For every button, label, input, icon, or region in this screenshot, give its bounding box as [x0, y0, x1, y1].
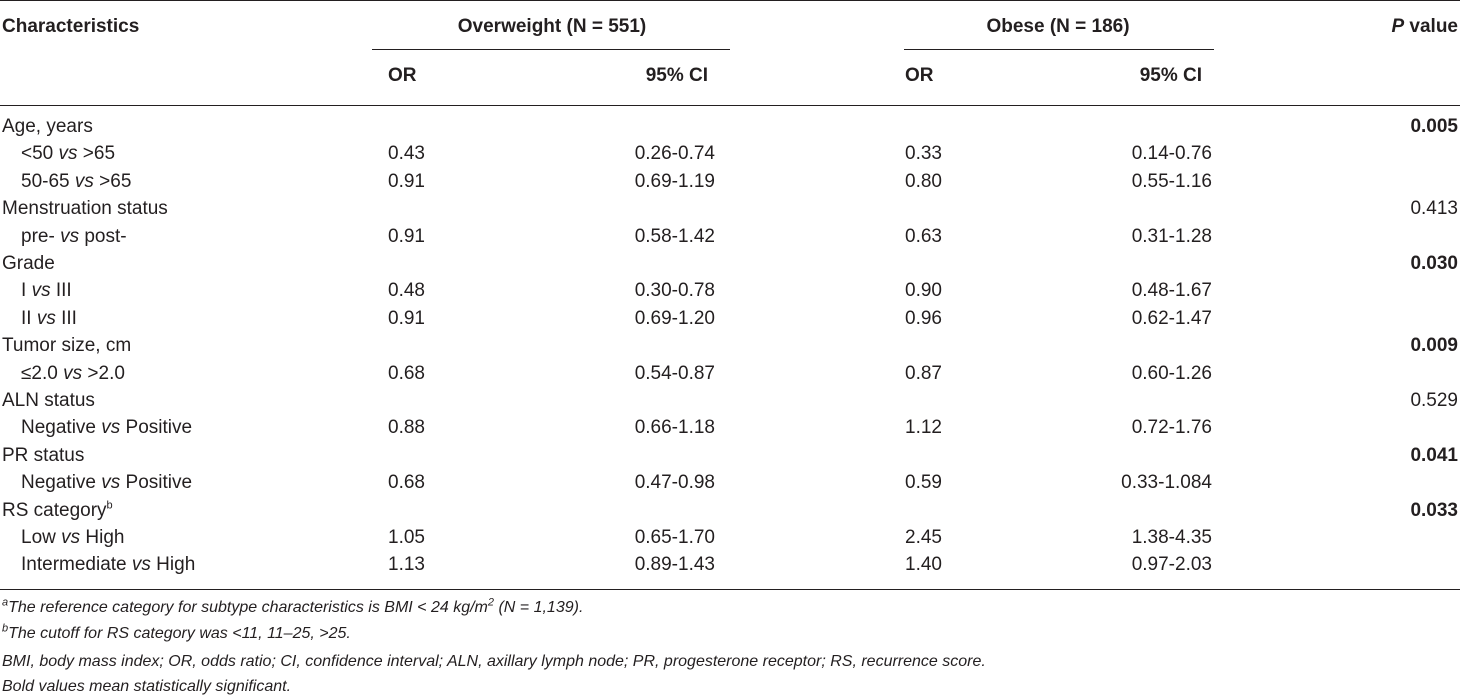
row-group-label: RS categoryb	[2, 499, 113, 521]
header-obese-or: OR	[905, 65, 934, 86]
row-comparison-label: 50-65 vs >65	[21, 170, 132, 192]
row-overweight-ci: 0.89-1.43	[634, 554, 715, 576]
overweight-span-rule	[372, 49, 730, 50]
row-overweight-or: 1.13	[388, 554, 425, 576]
header-overweight-or: OR	[388, 65, 417, 86]
row-p-value: 0.009	[1410, 335, 1458, 357]
row-comparison-label: pre- vs post-	[21, 225, 127, 247]
row-group-label: Age, years	[2, 116, 93, 137]
row-comparison-label: Low vs High	[21, 527, 125, 548]
row-obese-or: 0.59	[905, 472, 942, 494]
row-overweight-or: 0.48	[388, 280, 425, 302]
row-obese-or: 0.87	[905, 362, 942, 384]
row-p-value: 0.041	[1410, 444, 1458, 466]
row-overweight-ci: 0.26-0.74	[634, 143, 715, 165]
row-overweight-ci: 0.66-1.18	[634, 417, 715, 439]
row-obese-ci: 0.60-1.26	[1131, 362, 1212, 384]
row-overweight-ci: 0.30-0.78	[634, 280, 715, 302]
top-rule	[0, 0, 1460, 1]
row-obese-or: 0.80	[905, 170, 942, 192]
row-overweight-ci: 0.69-1.19	[634, 170, 715, 192]
row-obese-ci: 0.55-1.16	[1131, 170, 1212, 192]
row-overweight-ci: 0.54-0.87	[634, 362, 715, 384]
header-overweight-ci: 95% CI	[645, 65, 708, 86]
row-overweight-or: 0.91	[388, 170, 425, 192]
row-p-value: 0.033	[1410, 499, 1458, 521]
row-obese-or: 0.96	[905, 307, 942, 329]
row-p-value: 0.005	[1410, 116, 1458, 137]
row-obese-ci: 0.97-2.03	[1131, 554, 1212, 576]
row-overweight-ci: 0.47-0.98	[634, 472, 715, 494]
row-comparison-label: Negative vs Positive	[21, 472, 193, 494]
row-obese-or: 2.45	[905, 527, 942, 548]
header-overweight: Overweight (N = 551)	[457, 16, 647, 37]
row-group-label: ALN status	[2, 390, 95, 411]
row-obese-ci: 0.48-1.67	[1131, 280, 1212, 302]
row-obese-or: 0.33	[905, 143, 942, 165]
row-obese-ci: 0.72-1.76	[1131, 417, 1212, 439]
row-comparison-label: II vs III	[21, 307, 77, 329]
row-comparison-label: I vs III	[21, 280, 72, 302]
row-p-value: 0.529	[1410, 390, 1458, 411]
row-overweight-or: 1.05	[388, 527, 425, 548]
header-characteristics: Characteristics	[2, 16, 140, 37]
footnote-bold-note: Bold values mean statistically significa…	[2, 678, 292, 695]
row-overweight-ci: 0.65-1.70	[634, 527, 715, 548]
row-overweight-or: 0.88	[388, 417, 425, 439]
row-overweight-or: 0.91	[388, 307, 425, 329]
header-obese: Obese (N = 186)	[986, 16, 1130, 37]
header-bottom-rule	[0, 105, 1460, 106]
row-p-value: 0.030	[1410, 253, 1458, 274]
row-comparison-label: Intermediate vs High	[21, 554, 196, 576]
header-obese-ci: 95% CI	[1139, 65, 1202, 86]
row-obese-or: 1.40	[905, 554, 942, 576]
row-overweight-ci: 0.58-1.42	[634, 225, 715, 247]
row-group-label: PR status	[2, 444, 85, 466]
row-p-value: 0.413	[1410, 198, 1458, 220]
footnote-abbreviations: BMI, body mass index; OR, odds ratio; CI…	[2, 653, 986, 670]
row-obese-ci: 0.14-0.76	[1131, 143, 1212, 165]
table-bottom-rule	[0, 589, 1460, 590]
row-comparison-label: Negative vs Positive	[21, 417, 193, 439]
row-comparison-label: ≤2.0 vs >2.0	[21, 362, 125, 384]
header-p-value: P value	[1391, 16, 1458, 37]
footnote-a: aThe reference category for subtype char…	[2, 596, 584, 616]
row-obese-ci: 0.31-1.28	[1131, 225, 1212, 247]
row-overweight-or: 0.68	[388, 472, 425, 494]
footnote-b: bThe cutoff for RS category was <11, 11–…	[2, 622, 351, 642]
row-obese-or: 0.90	[905, 280, 942, 302]
row-group-label: Tumor size, cm	[2, 335, 132, 357]
row-overweight-ci: 0.69-1.20	[634, 307, 715, 329]
row-group-label: Grade	[2, 253, 55, 274]
row-obese-ci: 0.62-1.47	[1131, 307, 1212, 329]
row-overweight-or: 0.43	[388, 143, 425, 165]
obese-span-rule	[904, 49, 1214, 50]
row-overweight-or: 0.91	[388, 225, 425, 247]
row-obese-ci: 1.38-4.35	[1131, 527, 1212, 548]
row-group-label: Menstruation status	[2, 198, 168, 220]
row-obese-or: 1.12	[905, 417, 942, 439]
row-comparison-label: <50 vs >65	[21, 143, 116, 165]
row-obese-ci: 0.33-1.084	[1121, 472, 1212, 494]
row-obese-or: 0.63	[905, 225, 942, 247]
row-overweight-or: 0.68	[388, 362, 425, 384]
